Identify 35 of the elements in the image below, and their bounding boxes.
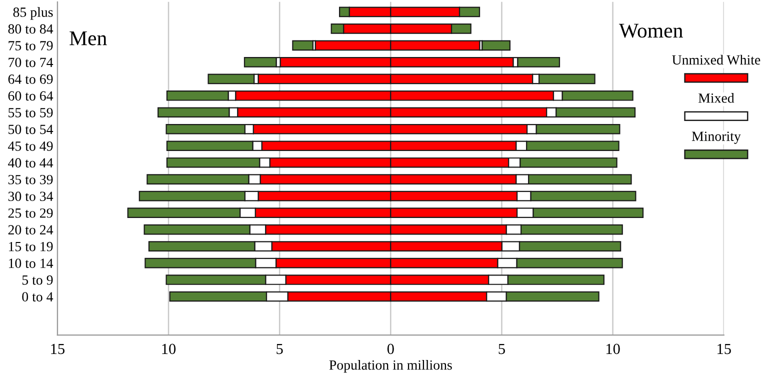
bar: [244, 57, 277, 68]
text: Unmixed White: [672, 54, 760, 65]
y-tick-label: 35 to 39: [8, 174, 53, 184]
y-tick-label: 0 to 4: [22, 292, 54, 302]
x-tick-label: 10: [606, 344, 620, 354]
y-tick-label: 50 to 54: [8, 124, 54, 134]
y-tick-label: 70 to 74: [8, 58, 54, 68]
y-tick-label: 5 to 9: [22, 275, 53, 285]
y-tick-label: 45 to 49: [8, 141, 53, 151]
annotation: Women: [618, 24, 683, 38]
y-tick-label: 60 to 64: [8, 91, 54, 101]
legend-label: Minority: [692, 132, 741, 144]
x-tick-label: 15: [51, 344, 64, 354]
legend-label: Mixed: [698, 93, 734, 103]
y-tick-label: 85 plus: [13, 7, 53, 20]
y-tick-label: 30 to 34: [8, 192, 54, 202]
y-tick-label: 80 to 84: [8, 24, 54, 34]
x-axis-title: Population in millions: [329, 360, 452, 373]
y-tick-label: 64 to 69: [8, 74, 53, 84]
y-tick-label: 20 to 24: [8, 225, 54, 235]
x-tick-label: 5: [276, 344, 283, 354]
bar: [482, 40, 511, 51]
y-tick-label: 55 to 59: [8, 108, 53, 118]
x-tick-label: 10: [162, 344, 176, 354]
y-tick-label: 15 to 19: [8, 242, 53, 252]
annotation: Men: [70, 31, 107, 46]
bar: [208, 74, 255, 84]
y-tick-label: 10 to 14: [8, 258, 54, 268]
x-tick-label: 0: [387, 344, 394, 354]
bar: [292, 40, 314, 51]
y-tick-label: 40 to 44: [8, 158, 54, 168]
x-tick-label: 5: [498, 344, 505, 354]
y-tick-label: 25 to 29: [8, 208, 53, 218]
x-tick-label: 15: [718, 344, 731, 354]
y-tick-label: 75 to 79: [8, 41, 53, 50]
